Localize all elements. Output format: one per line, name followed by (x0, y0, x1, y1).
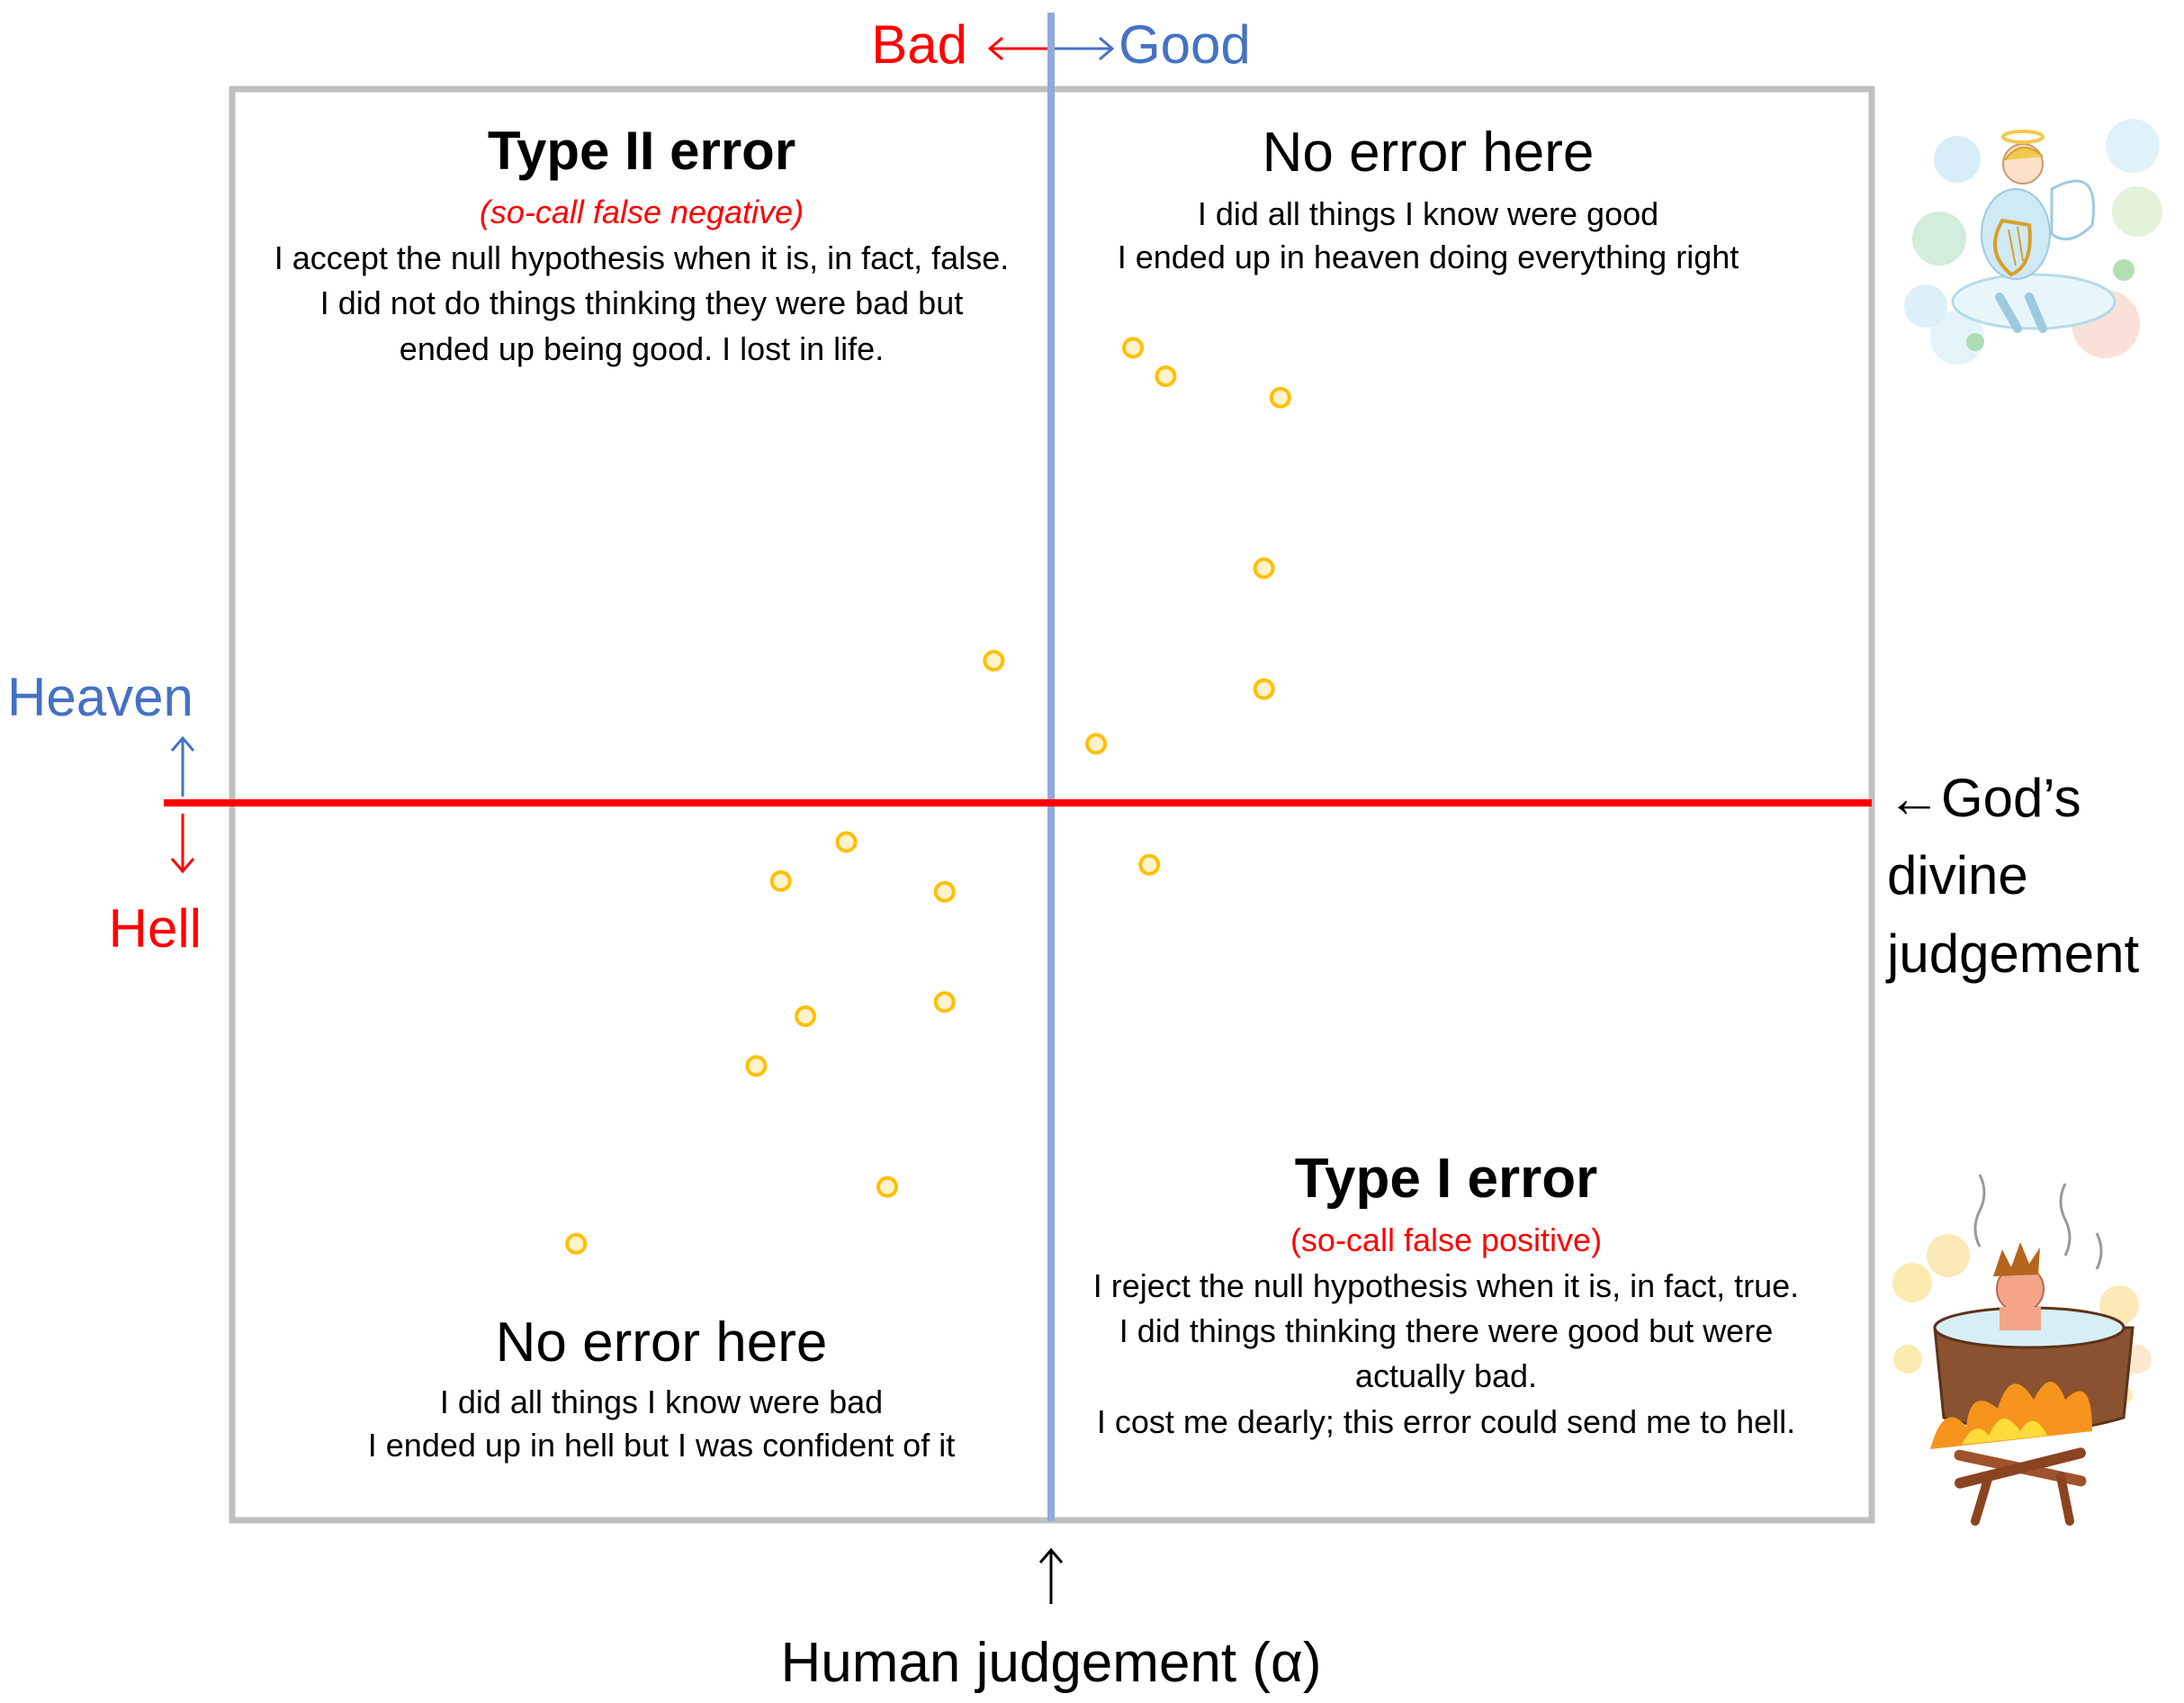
data-point (1253, 678, 1275, 700)
no-error-bottom-line-1: I did all things I know were bad (440, 1383, 883, 1420)
type-ii-line-2: I did not do things thinking they were b… (320, 284, 963, 321)
cauldron-illustration (1892, 1174, 2152, 1526)
data-point (933, 880, 956, 903)
no-error-bottom-line-2: I ended up in hell but I was confident o… (368, 1427, 955, 1464)
data-point (1138, 853, 1161, 876)
type-i-error-title: Type I error (1295, 1148, 1598, 1210)
data-point (835, 831, 858, 853)
left-arrowhead-icon (987, 36, 1003, 61)
data-point (983, 650, 1005, 671)
quadrant-bottom-left: No error here I did all things I know we… (368, 1311, 955, 1464)
right-arrowhead-icon (1099, 36, 1115, 61)
type-ii-error-title: Type II error (488, 121, 795, 181)
up-arrowhead-icon (170, 735, 195, 752)
type-ii-line-1: I accept the null hypothesis when it is,… (274, 239, 1009, 276)
data-point (933, 991, 956, 1014)
data-point (795, 1005, 816, 1027)
no-error-bottom-title: No error here (496, 1311, 828, 1374)
data-point (769, 870, 792, 892)
type-ii-error-subtitle: (so-call false negative) (480, 194, 804, 230)
no-error-top-title: No error here (1263, 122, 1595, 184)
bad-label: Bad (871, 14, 967, 75)
quadrant-bottom-right: Type I error (so-call false positive) I … (1093, 1148, 1799, 1440)
type-i-line-1: I reject the null hypothesis when it is,… (1093, 1267, 1799, 1304)
right-axis: ←God’s divine judgement (1885, 768, 2140, 984)
quadrant-top-left: Type II error (so-call false negative) I… (274, 121, 1009, 367)
type-i-line-4: I cost me dearly; this error could send … (1097, 1403, 1795, 1440)
data-point (745, 1055, 768, 1077)
judgement-label: judgement (1885, 924, 2140, 984)
no-error-top-line-2: I ended up in heaven doing everything ri… (1118, 239, 1739, 275)
type-i-line-3: actually bad. (1355, 1357, 1537, 1394)
human-judgement-label: Human judgement (α) (781, 1632, 1322, 1694)
heaven-label: Heaven (7, 667, 193, 727)
data-point (1122, 337, 1144, 359)
quadrant-top-right: No error here I did all things I know we… (1118, 122, 1739, 275)
data-point (1085, 733, 1108, 755)
data-point (565, 1232, 588, 1255)
hell-label: Hell (109, 898, 202, 959)
left-axis: Heaven Hell (7, 667, 202, 959)
data-point (1253, 557, 1275, 580)
data-point (1269, 386, 1291, 409)
header: Bad Good (871, 14, 1251, 75)
angel-illustration (1904, 119, 2162, 365)
type-i-error-subtitle: (so-call false positive) (1290, 1221, 1602, 1258)
bottom-up-arrowhead-icon (1038, 1547, 1064, 1563)
type-ii-line-3: ended up being good. I lost in life. (400, 330, 884, 367)
down-arrowhead-icon (170, 858, 195, 874)
data-point (1155, 365, 1177, 387)
data-point (876, 1176, 898, 1198)
data-points (565, 337, 1291, 1255)
bottom-axis: Human judgement (α) (781, 1547, 1322, 1694)
no-error-top-line-1: I did all things I know were good (1198, 195, 1658, 232)
gods-label: ←God’s (1887, 768, 2081, 828)
type-i-line-2: I did things thinking there were good bu… (1119, 1312, 1773, 1349)
divine-label: divine (1887, 845, 2028, 906)
good-label: Good (1119, 14, 1251, 75)
